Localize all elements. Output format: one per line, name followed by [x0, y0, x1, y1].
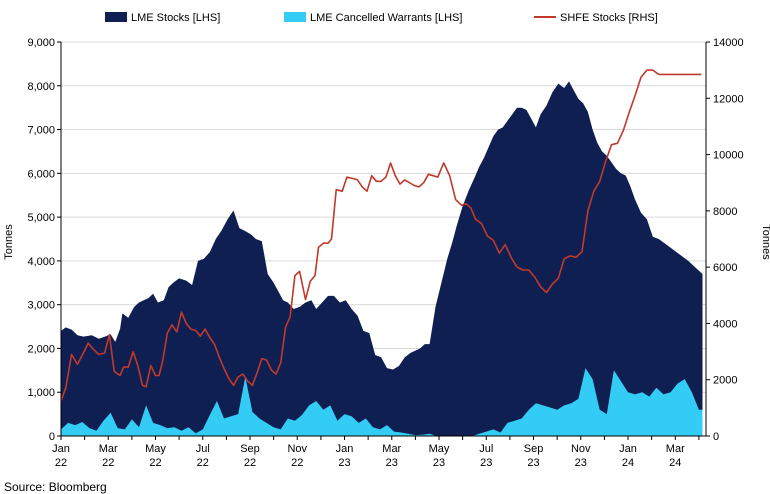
x-tick-label-month-2: May: [145, 443, 166, 455]
x-tick-label-month-11: Nov: [571, 443, 591, 455]
plot-areas: [61, 81, 703, 437]
x-tick-label-month-5: Nov: [287, 443, 307, 455]
x-tick-label-month-1: Mar: [99, 443, 118, 455]
x-tick-label-year-6: 23: [338, 457, 350, 469]
y-right-tick-label-2: 4000: [713, 318, 737, 330]
y-right-tick-label-7: 14000: [713, 37, 744, 49]
legend-item-shfe-stocks[interactable]: SHFE Stocks [RHS]: [534, 12, 658, 24]
x-tick-label-month-7: Mar: [382, 443, 401, 455]
x-tick-label-year-4: 22: [244, 457, 256, 469]
y-right-ticks: 0 2000 4000 6000 8000 10000 12000 14000: [706, 37, 744, 443]
x-tick-label-month-8: May: [429, 443, 450, 455]
y-left-tick-label-7: 7,000: [27, 125, 55, 137]
x-tick-label-year-0: 22: [55, 457, 67, 469]
x-tick-label-year-3: 22: [197, 457, 209, 469]
x-ticks: Jan 22 Mar 22 May 22 Jul 22 Sep 22 Nov 22 Jan 23 Mar 23…: [52, 436, 700, 469]
legend-swatch-lme-stocks: [105, 12, 127, 22]
y-left-tick-label-9: 9,000: [27, 37, 55, 49]
x-tick-label-month-4: Sep: [240, 443, 260, 455]
y-left-tick-label-0: 0: [49, 431, 55, 443]
x-tick-label-year-13: 24: [669, 457, 681, 469]
x-tick-label-month-6: Jan: [336, 443, 354, 455]
source-note: Source: Bloomberg: [4, 480, 107, 494]
y-left-tick-label-3: 3,000: [27, 300, 55, 312]
legend: LME Stocks [LHS] LME Cancelled Warrants …: [105, 12, 658, 24]
x-tick-label-month-9: Jul: [479, 443, 493, 455]
y-right-tick-label-1: 2000: [713, 375, 737, 387]
x-tick-label-month-0: Jan: [52, 443, 70, 455]
x-tick-label-month-12: Jan: [619, 443, 637, 455]
y-left-ticks: 0 1,000 2,000 3,000 4,000 5,000 6,000 7,000 8,00…: [27, 37, 61, 443]
y-left-tick-label-5: 5,000: [27, 212, 55, 224]
y-left-tick-label-8: 8,000: [27, 81, 55, 93]
y-left-tick-label-2: 2,000: [27, 343, 55, 355]
legend-label-cancelled-warrants: LME Cancelled Warrants [LHS]: [310, 12, 462, 24]
x-tick-label-year-9: 23: [480, 457, 492, 469]
legend-item-lme-stocks[interactable]: LME Stocks [LHS]: [105, 12, 220, 24]
y-right-tick-label-3: 6000: [713, 262, 737, 274]
y-right-tick-label-0: 0: [713, 431, 719, 443]
y-left-tick-label-6: 6,000: [27, 168, 55, 180]
x-tick-label-year-12: 24: [622, 457, 634, 469]
legend-label-lme-stocks: LME Stocks [LHS]: [131, 12, 220, 24]
axes: [60, 42, 707, 437]
x-tick-label-year-1: 22: [102, 457, 114, 469]
series-area-lme-stocks: [61, 81, 703, 437]
legend-swatch-cancelled-warrants: [284, 12, 306, 22]
y-right-tick-label-6: 12000: [713, 93, 744, 105]
x-tick-label-month-13: Mar: [666, 443, 685, 455]
x-tick-label-year-2: 22: [149, 457, 161, 469]
x-tick-label-year-7: 23: [386, 457, 398, 469]
series-line-shfe-stocks: [60, 69, 702, 402]
x-tick-label-month-3: Jul: [196, 443, 210, 455]
legend-item-cancelled-warrants[interactable]: LME Cancelled Warrants [LHS]: [284, 12, 462, 24]
y-right-axis-title: Tonnes: [760, 224, 770, 260]
y-left-tick-label-4: 4,000: [27, 256, 55, 268]
y-right-tick-label-4: 8000: [713, 206, 737, 218]
x-tick-label-year-10: 23: [527, 457, 539, 469]
x-tick-label-year-11: 23: [575, 457, 587, 469]
y-right-tick-label-5: 10000: [713, 150, 744, 162]
series-area-lme-cancelled-warrants: [61, 368, 703, 436]
y-left-tick-label-1: 1,000: [27, 387, 55, 399]
y-left-axis-title: Tonnes: [3, 224, 15, 260]
x-tick-label-year-5: 22: [291, 457, 303, 469]
x-tick-label-year-8: 23: [433, 457, 445, 469]
legend-label-shfe-stocks: SHFE Stocks [RHS]: [560, 12, 658, 24]
plot-lines: [60, 69, 702, 402]
x-tick-label-month-10: Sep: [524, 443, 544, 455]
